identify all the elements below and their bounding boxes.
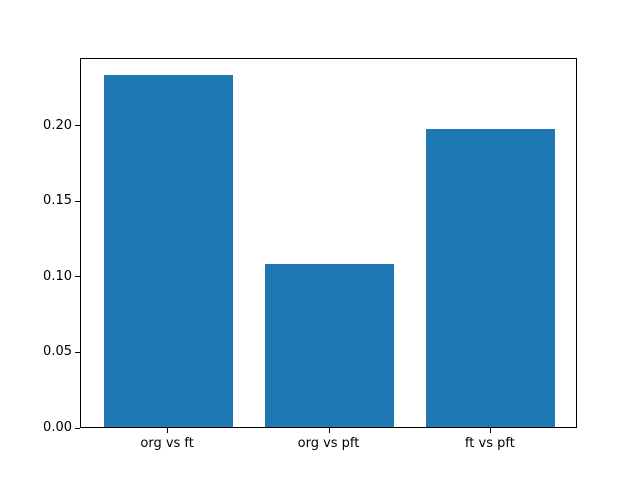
y-tick-label: 0.15 xyxy=(43,193,72,209)
x-tick-mark xyxy=(328,428,330,433)
bars-layer xyxy=(81,59,576,427)
bar-org-vs-pft xyxy=(264,263,395,427)
x-tick-label: org vs ft xyxy=(140,436,194,451)
x-tick-mark xyxy=(167,428,169,433)
y-tick-mark xyxy=(75,125,80,127)
y-tick-mark xyxy=(75,351,80,353)
x-tick-label: ft vs pft xyxy=(464,436,515,451)
y-tick-mark xyxy=(75,276,80,278)
plot-area xyxy=(80,58,577,428)
y-tick-label: 0.00 xyxy=(43,420,72,435)
y-tick-mark xyxy=(75,427,80,429)
x-tick-label: org vs pft xyxy=(297,436,360,451)
y-tick-label: 0.05 xyxy=(43,344,72,360)
y-tick-label: 0.20 xyxy=(43,117,72,133)
y-tick-label: 0.10 xyxy=(43,268,72,284)
bar-org-vs-ft xyxy=(103,74,233,427)
bar-ft-vs-pft xyxy=(426,129,556,427)
x-tick-mark xyxy=(489,428,491,433)
y-tick-mark xyxy=(75,200,80,202)
